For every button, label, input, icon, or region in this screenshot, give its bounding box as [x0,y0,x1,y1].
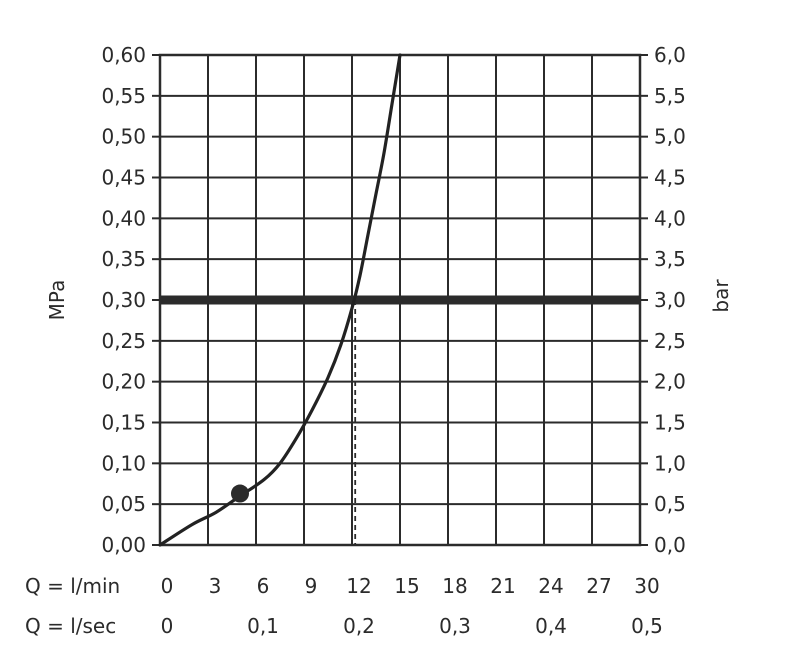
tick-layer: 0,000,050,100,150,200,250,300,350,400,45… [101,43,685,638]
y-axis-label-right: bar [709,279,733,313]
y-tick-label-left: 0,35 [101,247,146,271]
x-tick-label-lmin: 30 [634,574,659,598]
y-tick-label-left: 0,45 [101,166,146,190]
y-tick-label-right: 2,5 [654,329,686,353]
y-tick-label-right: 3,5 [654,247,686,271]
y-tick-label-right: 4,0 [654,206,686,230]
x-tick-label-lmin: 21 [490,574,515,598]
x-tick-label-lmin: 18 [442,574,467,598]
y-tick-label-left: 0,30 [101,288,146,312]
x-tick-label-lsec: 0,2 [343,614,375,638]
y-tick-label-left: 0,10 [101,451,146,475]
y-tick-label-left: 0,05 [101,492,146,516]
x-tick-label-lmin: 15 [394,574,419,598]
x-tick-label-lsec: 0,1 [247,614,279,638]
series-line [158,53,402,547]
y-tick-label-left: 0,25 [101,329,146,353]
data-point-marker [231,484,249,503]
x-tick-label-lmin: 27 [586,574,611,598]
reference-layer [160,295,640,545]
x-tick-label-lmin: 0 [161,574,174,598]
y-tick-label-right: 0,0 [654,533,686,557]
y-tick-label-right: 6,0 [654,43,686,67]
y-tick-label-right: 1,5 [654,411,686,435]
x-tick-label-lmin: 3 [209,574,222,598]
y-tick-label-right: 5,0 [654,125,686,149]
curve-layer [158,53,402,547]
x-axis-label-lsec: Q = l/sec [25,614,116,638]
y-tick-label-right: 4,5 [654,166,686,190]
x-axis-label-lmin: Q = l/min [25,574,120,598]
x-tick-label-lsec: 0,5 [631,614,663,638]
y-tick-label-left: 0,50 [101,125,146,149]
y-tick-label-right: 0,5 [654,492,686,516]
y-tick-label-right: 5,5 [654,84,686,108]
x-tick-label-lsec: 0,4 [535,614,567,638]
y-tick-label-left: 0,40 [101,206,146,230]
x-tick-label-lmin: 9 [305,574,318,598]
y-tick-label-left: 0,60 [101,43,146,67]
y-tick-label-right: 2,0 [654,370,686,394]
x-tick-label-lsec: 0 [161,614,174,638]
y-tick-label-right: 1,0 [654,451,686,475]
x-tick-label-lmin: 24 [538,574,563,598]
y-tick-label-left: 0,55 [101,84,146,108]
x-tick-label-lsec: 0,3 [439,614,471,638]
x-tick-label-lmin: 6 [257,574,270,598]
y-tick-label-left: 0,00 [101,533,146,557]
y-axis-label-left: MPa [45,280,69,321]
x-tick-label-lmin: 12 [346,574,371,598]
y-tick-label-left: 0,20 [101,370,146,394]
y-tick-label-left: 0,15 [101,411,146,435]
y-tick-label-right: 3,0 [654,288,686,312]
